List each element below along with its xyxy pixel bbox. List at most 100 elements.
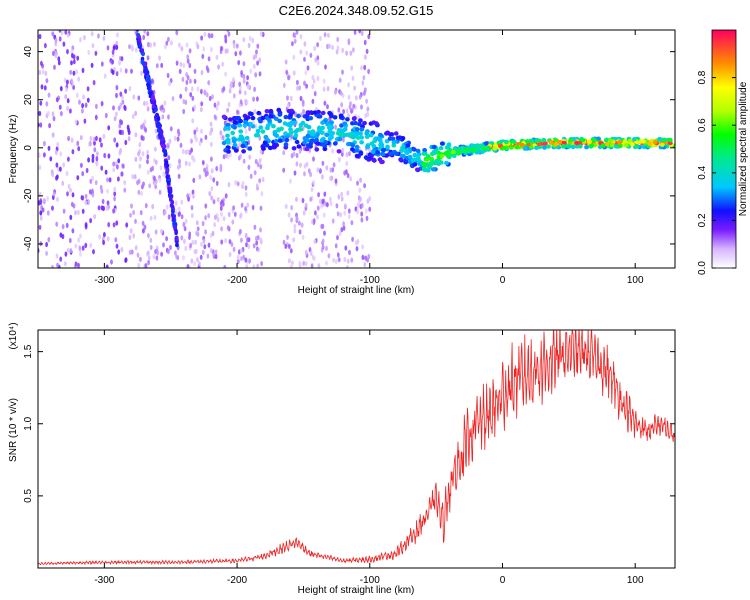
noise-speck <box>340 151 344 157</box>
noise-speck <box>304 70 308 76</box>
signal-point <box>371 120 377 125</box>
noise-speck <box>215 54 219 60</box>
noise-speck <box>322 78 326 84</box>
noise-speck <box>350 107 354 114</box>
noise-speck <box>208 191 212 197</box>
noise-speck <box>323 230 326 236</box>
noise-speck <box>290 205 294 211</box>
signal-point <box>231 138 237 144</box>
noise-speck <box>82 94 85 100</box>
noise-speck <box>299 49 303 55</box>
signal-point <box>285 122 291 127</box>
noise-speck <box>141 220 145 226</box>
noise-speck <box>173 135 177 141</box>
noise-speck <box>91 192 95 198</box>
noise-speck <box>110 259 113 265</box>
noise-speck <box>328 43 331 49</box>
signal-point <box>466 149 472 154</box>
signal-point <box>329 135 334 140</box>
signal-point <box>600 143 606 148</box>
noise-speck <box>153 214 157 221</box>
noise-speck <box>160 228 163 234</box>
noise-speck <box>70 60 73 66</box>
noise-speck <box>61 180 65 186</box>
snr-series-line <box>38 330 675 566</box>
noise-speck <box>248 126 252 132</box>
noise-speck <box>214 249 218 255</box>
signal-point <box>296 144 302 149</box>
noise-speck <box>204 229 208 235</box>
noise-speck <box>293 32 297 39</box>
noise-speck <box>213 222 217 228</box>
noise-speck <box>92 249 95 255</box>
noise-speck <box>40 84 44 90</box>
noise-speck <box>198 141 202 147</box>
noise-speck <box>336 235 339 241</box>
noise-speck <box>224 48 228 54</box>
noise-speck <box>295 161 299 167</box>
noise-speck <box>256 60 259 66</box>
noise-speck <box>206 67 210 73</box>
signal-point <box>289 121 295 126</box>
noise-speck <box>91 188 94 194</box>
noise-speck <box>282 150 286 156</box>
noise-speck <box>260 261 263 267</box>
noise-speck <box>62 41 66 47</box>
y-tick-label: 0.5 <box>23 488 34 502</box>
noise-speck <box>193 78 197 84</box>
noise-speck <box>337 257 341 263</box>
signal-point <box>444 160 449 166</box>
signal-point <box>342 127 348 132</box>
trace-point <box>156 116 161 122</box>
x-tick-label: -100 <box>360 575 380 586</box>
noise-speck <box>190 205 194 211</box>
noise-speck <box>153 175 156 182</box>
noise-speck <box>343 170 347 176</box>
signal-point <box>577 144 583 149</box>
noise-speck <box>88 141 91 147</box>
y-tick-label: 1.0 <box>23 416 34 430</box>
noise-speck <box>239 248 243 254</box>
noise-speck <box>348 249 351 256</box>
noise-speck <box>240 202 244 208</box>
noise-speck <box>159 165 163 171</box>
noise-speck <box>120 56 124 62</box>
noise-speck <box>302 108 305 115</box>
noise-speck <box>332 162 336 168</box>
noise-speck <box>151 203 155 210</box>
noise-speck <box>200 241 203 247</box>
trace-point <box>155 122 160 128</box>
noise-speck <box>331 148 335 154</box>
noise-speck <box>140 190 143 196</box>
noise-speck <box>167 114 170 120</box>
noise-speck <box>239 213 243 219</box>
noise-speck <box>61 233 65 240</box>
noise-speck <box>158 177 162 183</box>
noise-speck <box>38 164 42 171</box>
noise-speck <box>83 35 86 41</box>
signal-point <box>264 136 270 142</box>
noise-speck <box>136 252 140 258</box>
noise-speck <box>209 174 213 180</box>
trace-point <box>163 149 167 154</box>
signal-point <box>332 115 338 120</box>
noise-speck <box>336 252 340 258</box>
noise-speck <box>38 110 42 117</box>
noise-speck <box>360 217 364 223</box>
noise-speck <box>81 171 85 177</box>
noise-speck <box>85 167 89 174</box>
signal-point <box>407 154 413 160</box>
noise-speck <box>296 85 299 91</box>
noise-speck <box>40 60 43 66</box>
noise-speck <box>171 96 175 102</box>
signal-point <box>385 130 391 135</box>
noise-speck <box>282 239 286 245</box>
snr-x-axis-label: Height of straight line (km) <box>298 585 415 596</box>
colorbar: 0.0 0.2 0.4 0.6 0.8 Normalized spectral ampl… <box>697 29 749 275</box>
noise-speck <box>367 253 371 260</box>
noise-speck <box>350 220 354 226</box>
noise-speck <box>221 61 225 67</box>
noise-speck <box>256 235 260 241</box>
noise-speck <box>129 212 133 218</box>
noise-speck <box>363 39 367 46</box>
